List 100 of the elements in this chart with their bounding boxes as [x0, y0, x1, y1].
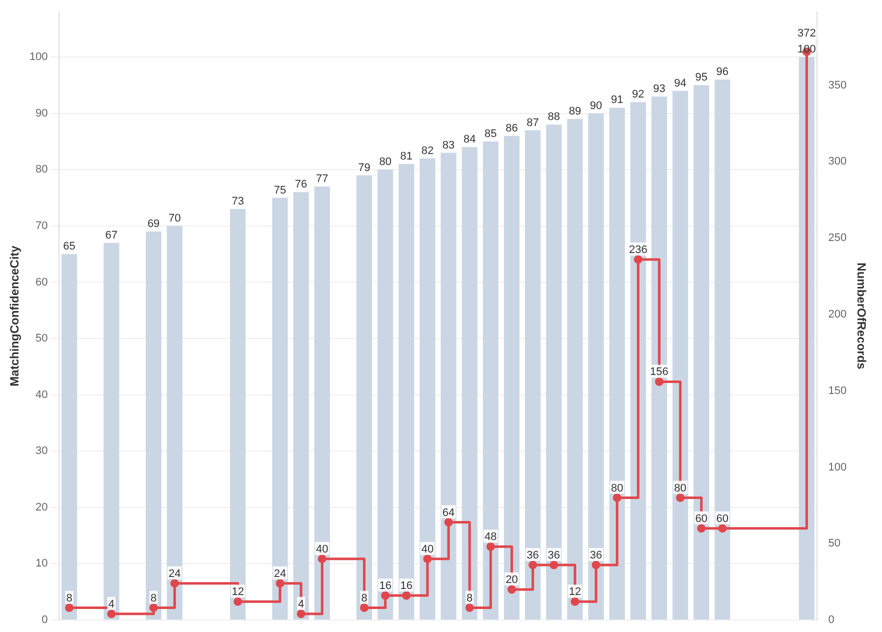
- bar: [694, 85, 710, 620]
- point: [634, 255, 642, 264]
- bar: [462, 147, 478, 620]
- data-label: 80: [674, 482, 686, 494]
- data-label: 8: [150, 592, 157, 604]
- data-label: 80: [379, 156, 392, 168]
- data-label: 84: [463, 134, 476, 146]
- data-label: 86: [506, 122, 518, 134]
- y-tick-label: 10: [36, 558, 48, 570]
- y-tick-label: 0: [42, 614, 48, 626]
- bar: [567, 118, 583, 620]
- data-label: 87: [526, 116, 539, 129]
- data-label: 67: [105, 229, 118, 242]
- bar: [714, 80, 730, 620]
- y2-tick-label: 200: [828, 308, 847, 321]
- data-label: 89: [568, 105, 582, 118]
- bar: [166, 226, 182, 620]
- point: [360, 604, 369, 612]
- point: [402, 591, 411, 600]
- data-label: 73: [232, 196, 244, 208]
- point: [718, 524, 727, 533]
- point: [550, 560, 558, 570]
- y2-axis-title: NumberOfRecords: [854, 262, 868, 370]
- data-label: 24: [274, 568, 286, 580]
- bar: [525, 130, 541, 620]
- y-tick-label: 90: [36, 107, 48, 120]
- bar: [672, 90, 688, 620]
- point: [654, 377, 664, 386]
- bar: [609, 108, 625, 620]
- data-label: 92: [632, 88, 644, 101]
- data-label: 12: [568, 586, 582, 598]
- data-label: 372: [798, 28, 816, 40]
- data-label: 40: [316, 543, 328, 556]
- data-label: 16: [379, 580, 392, 592]
- data-label: 36: [548, 550, 560, 562]
- bar: [398, 164, 414, 620]
- data-label: 95: [695, 72, 708, 84]
- data-label: 75: [274, 184, 286, 196]
- point: [65, 604, 74, 612]
- bar: [378, 170, 394, 620]
- data-label: 85: [484, 128, 497, 140]
- y2-tick-label: 100: [828, 461, 847, 474]
- point: [570, 597, 580, 606]
- y2-tick-label: 250: [828, 232, 847, 244]
- point: [276, 579, 284, 588]
- y2-tick-label: 150: [828, 384, 847, 397]
- y2-tick-label: 350: [828, 79, 847, 92]
- data-label: 77: [316, 173, 328, 186]
- y-tick-label: 80: [36, 164, 48, 176]
- bar: [146, 232, 162, 620]
- data-label: 36: [526, 550, 539, 562]
- point: [465, 604, 474, 612]
- point: [170, 579, 179, 588]
- bar: [482, 141, 498, 620]
- data-label: 24: [168, 568, 181, 580]
- point: [107, 610, 116, 618]
- point: [507, 585, 516, 594]
- point: [149, 604, 158, 612]
- data-label: 236: [628, 244, 648, 256]
- data-label: 82: [421, 144, 434, 157]
- y-tick-label: 100: [29, 51, 48, 64]
- point: [444, 518, 453, 526]
- bar: [504, 136, 520, 620]
- data-label: 16: [400, 580, 413, 592]
- point: [676, 494, 685, 502]
- y2-tick-label: 50: [828, 538, 840, 550]
- bar: [546, 124, 562, 620]
- data-label: 8: [66, 592, 72, 604]
- bar: [420, 158, 436, 620]
- bar: [61, 254, 78, 620]
- data-label: 88: [548, 111, 560, 124]
- data-label: 90: [590, 100, 602, 112]
- bar: [440, 152, 456, 620]
- data-label: 40: [421, 543, 434, 556]
- bar: [651, 96, 668, 620]
- data-label: 96: [716, 66, 729, 78]
- data-label: 81: [400, 150, 413, 163]
- data-label: 83: [442, 139, 455, 152]
- data-label: 93: [653, 82, 666, 95]
- data-label: 36: [590, 550, 602, 562]
- y2-tick-label: 0: [828, 614, 834, 626]
- data-label: 4: [108, 598, 114, 610]
- y-tick-label: 30: [36, 445, 48, 458]
- data-label: 48: [484, 531, 497, 544]
- data-label: 80: [610, 482, 624, 494]
- point: [697, 524, 706, 533]
- point: [234, 597, 242, 606]
- bar: [314, 186, 330, 620]
- data-label: 79: [358, 162, 370, 174]
- point: [592, 560, 600, 570]
- y-tick-label: 40: [36, 388, 48, 401]
- data-label: 64: [442, 506, 455, 519]
- point: [528, 560, 538, 570]
- data-label: 69: [147, 218, 160, 230]
- data-label: 76: [294, 178, 308, 191]
- point: [612, 494, 622, 502]
- data-label: 156: [650, 366, 668, 378]
- data-label: 60: [716, 512, 729, 525]
- point: [381, 591, 390, 600]
- bar: [588, 113, 604, 620]
